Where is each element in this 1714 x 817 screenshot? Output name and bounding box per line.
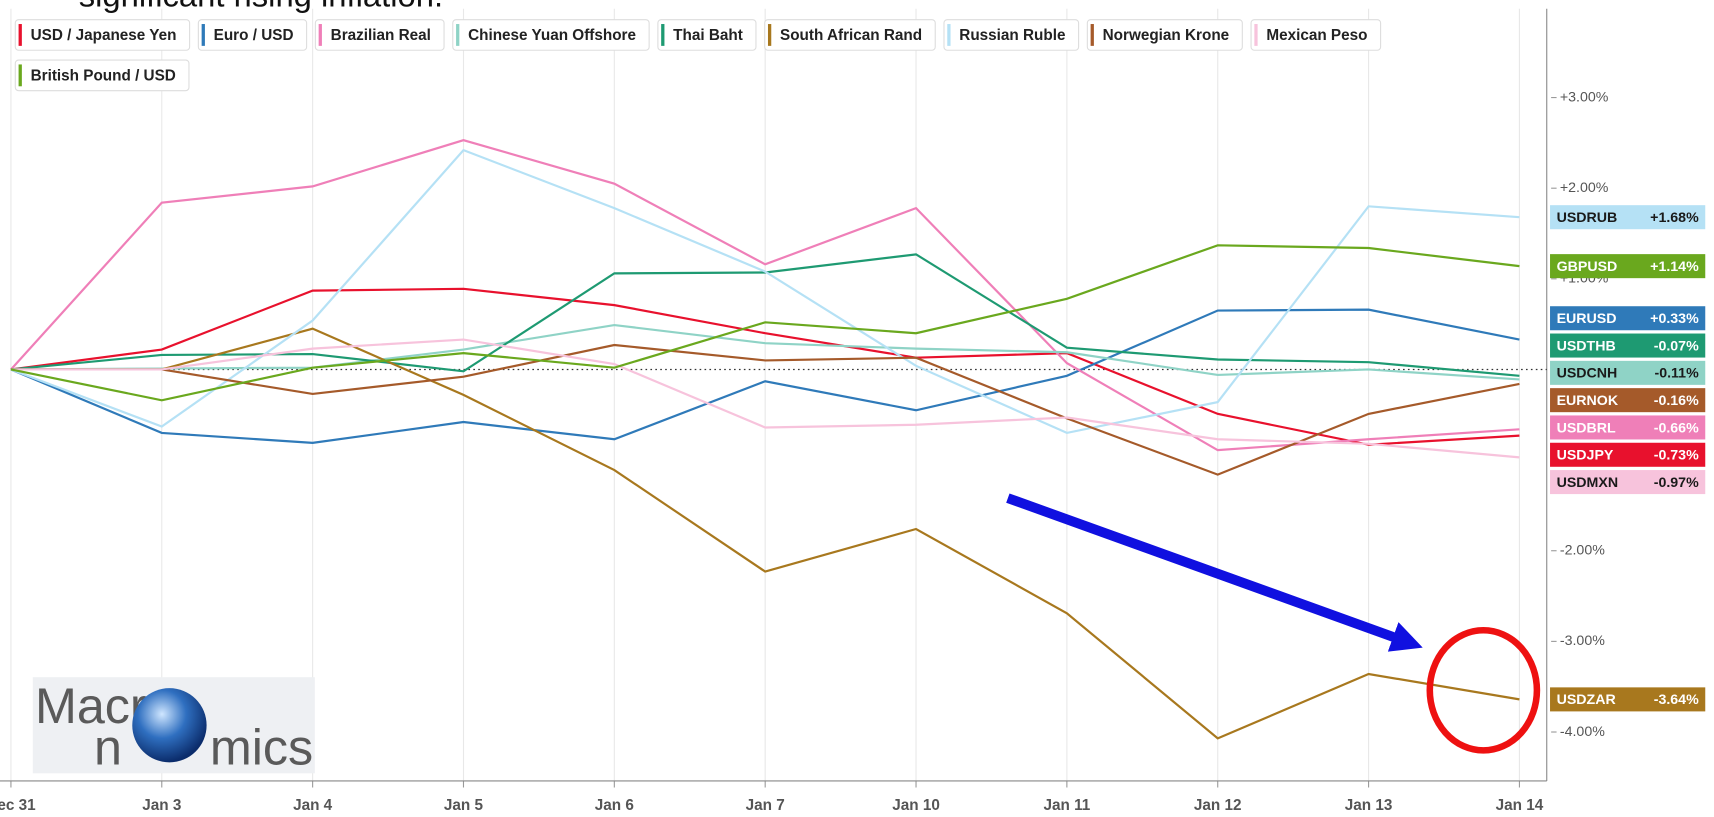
end-tag-ticker: EURNOK xyxy=(1557,393,1619,409)
end-tag: EURNOK -0.16% xyxy=(1550,388,1705,412)
legend-swatch xyxy=(19,24,22,46)
y-tick-label: +2.00% xyxy=(1560,180,1609,196)
legend-label: Brazilian Real xyxy=(331,27,431,44)
legend-swatch xyxy=(768,24,771,46)
legend-label: British Pound / USD xyxy=(31,67,176,84)
x-tick-label: Jan 11 xyxy=(1044,797,1091,814)
legend-label: Euro / USD xyxy=(214,27,294,44)
end-tag-ticker: EURUSD xyxy=(1557,311,1617,327)
end-tag-value: -0.16% xyxy=(1654,393,1699,409)
x-tick-label: Jan 12 xyxy=(1194,797,1242,814)
logo: Macr n mics xyxy=(33,677,315,776)
end-tag-ticker: USDCNH xyxy=(1557,366,1618,382)
page: significant rising inflation. Dec 31 Jan … xyxy=(0,0,1714,817)
annotation-circle xyxy=(1430,630,1537,750)
x-tick-label: Jan 7 xyxy=(746,797,785,814)
x-tick-label: Jan 14 xyxy=(1496,797,1544,814)
end-tag: USDZAR -3.64% xyxy=(1550,687,1705,711)
end-tag-ticker: USDMXN xyxy=(1557,475,1619,491)
legend-item[interactable]: Euro / USD xyxy=(198,20,306,51)
end-tag-ticker: USDTHB xyxy=(1557,338,1616,354)
end-tag-value: -0.97% xyxy=(1654,475,1699,491)
legend-swatch xyxy=(456,24,459,46)
legend-item[interactable]: British Pound / USD xyxy=(15,60,189,91)
legend-item[interactable]: Chinese Yuan Offshore xyxy=(453,20,649,51)
end-tag: GBPUSD +1.14% xyxy=(1550,254,1705,278)
legend-item[interactable]: Russian Ruble xyxy=(944,20,1079,51)
legend-item[interactable]: USD / Japanese Yen xyxy=(15,20,189,51)
logo-text: n xyxy=(94,720,122,776)
caption: significant rising inflation. xyxy=(79,0,443,13)
end-tag: USDRUB +1.68% xyxy=(1550,205,1705,229)
end-tag: USDBRL -0.66% xyxy=(1550,415,1705,439)
end-tag-value: -0.66% xyxy=(1654,420,1699,436)
legend-swatch xyxy=(202,24,205,46)
end-tag-value: +0.33% xyxy=(1650,311,1699,327)
end-tag-ticker: USDBRL xyxy=(1557,420,1616,436)
end-tag: USDCNH -0.11% xyxy=(1550,361,1705,385)
end-tag: USDJPY -0.73% xyxy=(1550,443,1705,467)
legend-item[interactable]: South African Rand xyxy=(765,20,936,51)
end-tag-value: -0.07% xyxy=(1654,338,1699,354)
y-tick-label: -4.00% xyxy=(1560,724,1605,740)
legend: USD / Japanese Yen Euro / USD Brazilian Re… xyxy=(15,20,1380,91)
x-tick-label: Jan 10 xyxy=(892,797,940,814)
logo-text: Macr xyxy=(35,678,147,734)
legend-label: South African Rand xyxy=(780,27,922,44)
legend-label: Mexican Peso xyxy=(1266,27,1367,44)
legend-label: Russian Ruble xyxy=(959,27,1065,44)
x-tick-label: Dec 31 xyxy=(0,797,36,814)
legend-label: Chinese Yuan Offshore xyxy=(468,27,636,44)
logo-text: mics xyxy=(210,720,313,776)
legend-item[interactable]: Brazilian Real xyxy=(315,20,444,51)
chart: significant rising inflation. Dec 31 Jan … xyxy=(0,0,1714,817)
x-tick-label: Jan 3 xyxy=(142,797,181,814)
legend-item[interactable]: Norwegian Krone xyxy=(1087,20,1242,51)
end-tag-ticker: USDJPY xyxy=(1557,448,1614,464)
legend-swatch xyxy=(1091,24,1094,46)
legend-swatch xyxy=(947,24,950,46)
end-tag-ticker: USDZAR xyxy=(1557,692,1616,708)
end-tag-ticker: USDRUB xyxy=(1557,210,1618,226)
legend-label: Thai Baht xyxy=(673,27,743,44)
x-tick-label: Jan 5 xyxy=(444,797,484,814)
end-tag-value: -3.64% xyxy=(1654,692,1699,708)
legend-swatch xyxy=(1254,24,1257,46)
legend-label: USD / Japanese Yen xyxy=(31,27,177,44)
y-tick-label: -2.00% xyxy=(1560,542,1605,558)
x-tick-label: Jan 6 xyxy=(595,797,634,814)
end-tag-value: -0.73% xyxy=(1654,448,1699,464)
end-tag-value: +1.68% xyxy=(1650,210,1699,226)
end-tag-ticker: GBPUSD xyxy=(1557,259,1618,275)
legend-swatch xyxy=(661,24,664,46)
end-tag-value: -0.11% xyxy=(1655,366,1700,382)
annotation-arrow xyxy=(1008,498,1408,642)
x-tick-label: Jan 13 xyxy=(1345,797,1393,814)
legend-item[interactable]: Thai Baht xyxy=(658,20,756,51)
legend-swatch xyxy=(19,64,22,86)
end-tag: USDTHB -0.07% xyxy=(1550,334,1705,358)
logo-globe xyxy=(132,688,206,762)
end-tag: USDMXN -0.97% xyxy=(1550,470,1705,494)
legend-label: Norwegian Krone xyxy=(1103,27,1230,44)
x-tick-label: Jan 4 xyxy=(293,797,333,814)
end-tag: EURUSD +0.33% xyxy=(1550,306,1705,330)
y-tick-label: +3.00% xyxy=(1560,89,1609,105)
legend-swatch xyxy=(319,24,322,46)
y-tick-label: -3.00% xyxy=(1560,633,1605,649)
end-tag-value: +1.14% xyxy=(1650,259,1699,275)
legend-item[interactable]: Mexican Peso xyxy=(1251,20,1381,51)
